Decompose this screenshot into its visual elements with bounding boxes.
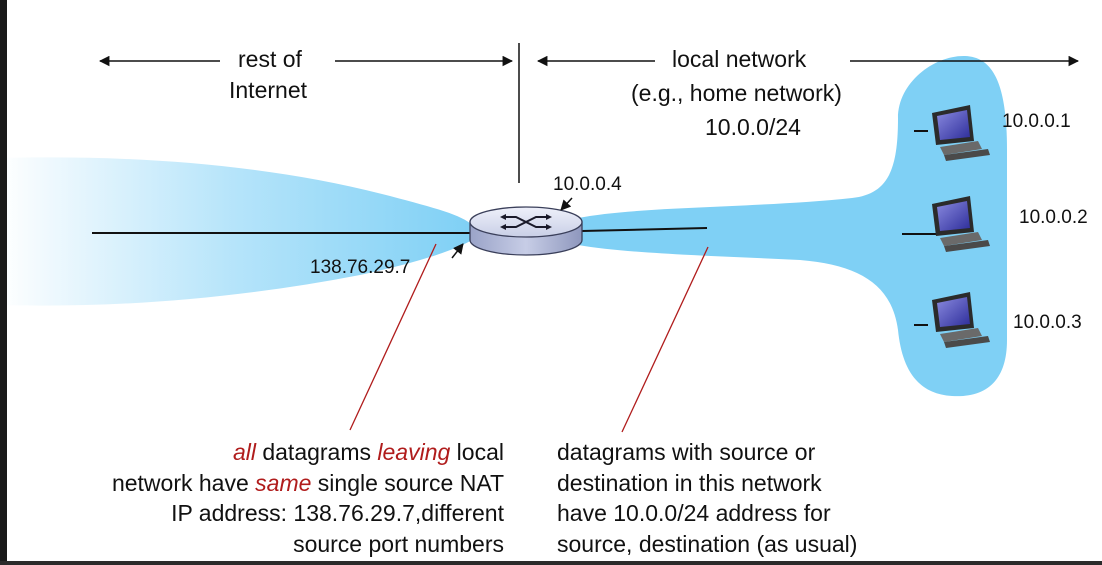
right-note: datagrams with source or destination in … — [557, 437, 977, 559]
left-note-text-1b: local — [450, 439, 504, 465]
left-note: all datagrams leaving local network have… — [20, 437, 504, 559]
left-note-text-2a: network have — [111, 469, 256, 496]
host-computer-icon-1 — [914, 105, 990, 161]
left-note-text-1a: datagrams — [255, 439, 378, 465]
router-wan-ip: 138.76.29.7 — [310, 257, 411, 278]
right-note-line-2: destination in this network — [557, 469, 822, 496]
left-note-accent-leaving: leaving — [377, 439, 451, 465]
internet-label-line-1: rest of — [238, 46, 302, 72]
left-note-accent-same: same — [255, 469, 312, 496]
right-note-pointer — [621, 246, 709, 433]
local-network-label: local network — [672, 46, 807, 72]
host-computer-icon-3 — [914, 292, 990, 348]
host-ip-1: 10.0.0.1 — [1002, 111, 1071, 132]
lan-link — [581, 227, 708, 232]
bottom-edge-strip — [0, 561, 1102, 565]
left-note-text-2b: single source NAT — [311, 469, 504, 496]
internet-label-line-2: Internet — [229, 77, 307, 103]
host-computer-icon-2 — [902, 196, 990, 252]
wan-ip-pointer — [451, 243, 464, 259]
right-note-line-3: have 10.0.0/24 address for — [557, 500, 831, 526]
local-network-prefix: 10.0.0/24 — [705, 114, 801, 140]
local-network-cloud — [578, 55, 1007, 397]
nat-router-icon — [469, 206, 583, 256]
left-edge-strip — [0, 0, 7, 565]
right-note-line-4: source, destination (as usual) — [557, 530, 858, 557]
left-note-line-4: source port numbers — [293, 530, 504, 557]
internet-cloud — [0, 157, 472, 306]
left-note-accent-all: all — [232, 439, 256, 465]
left-note-line-2: network have same single source NAT — [20, 468, 504, 499]
left-note-line-3: IP address: 138.76.29.7,different — [171, 500, 504, 526]
lan-ip-pointer — [560, 197, 573, 211]
left-note-line-1: all datagrams leaving local — [20, 437, 504, 468]
right-note-line-1: datagrams with source or — [557, 439, 816, 465]
local-network-example: (e.g., home network) — [631, 80, 842, 106]
left-note-pointer — [349, 243, 437, 431]
router-lan-ip: 10.0.0.4 — [553, 174, 622, 195]
host-ip-2: 10.0.0.2 — [1019, 207, 1088, 228]
host-ip-3: 10.0.0.3 — [1013, 312, 1082, 333]
